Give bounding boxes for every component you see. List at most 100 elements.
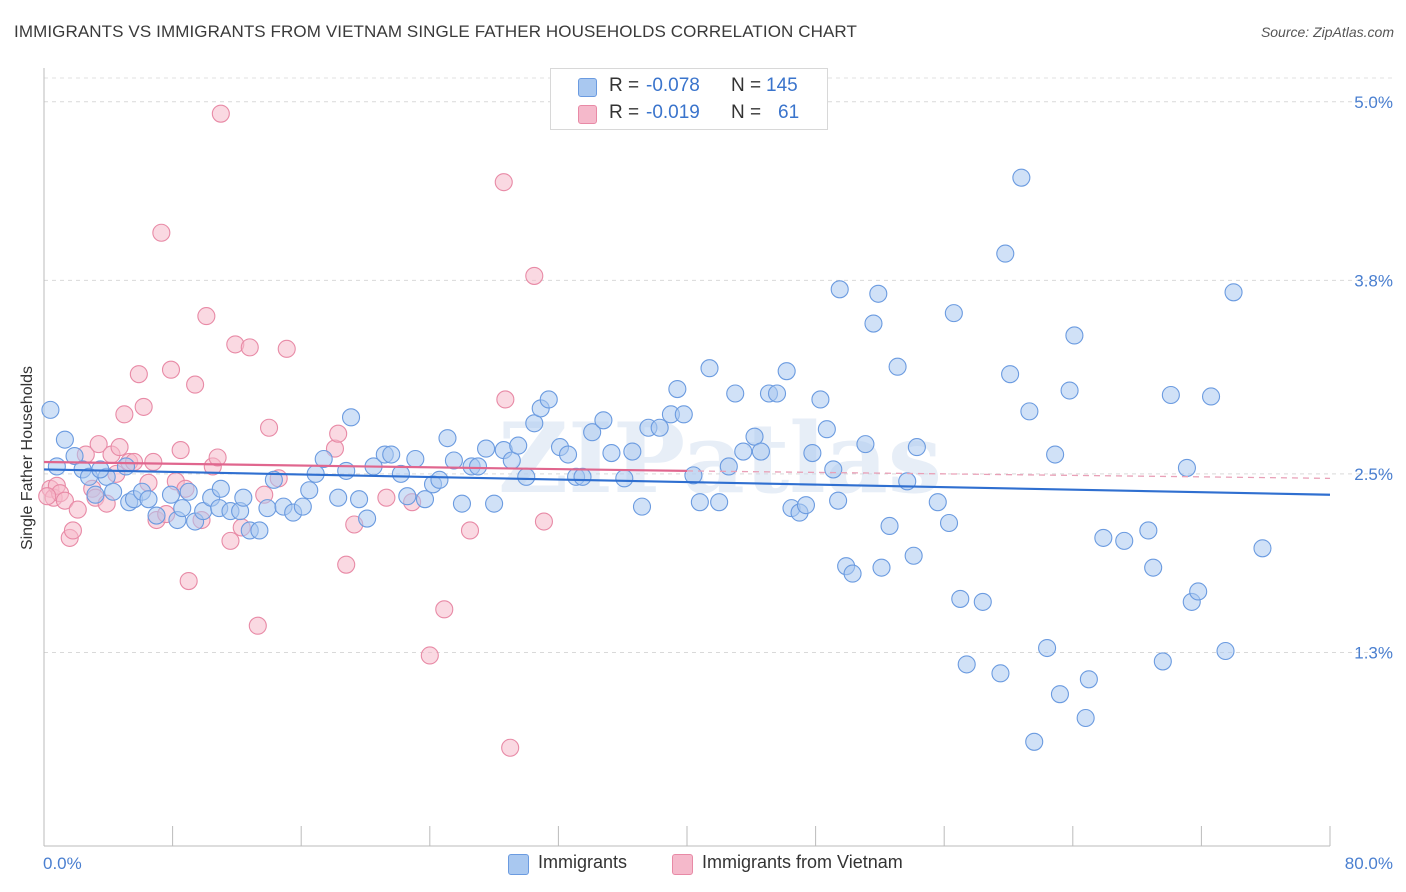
data-point <box>134 397 153 416</box>
data-point <box>991 664 1010 683</box>
r-value: -0.078 <box>646 75 700 96</box>
data-point <box>751 442 770 461</box>
data-point <box>973 592 992 611</box>
data-point <box>65 446 84 466</box>
data-point <box>382 445 401 464</box>
n-value: 145 <box>766 75 798 96</box>
data-point <box>734 442 753 461</box>
data-point <box>1094 528 1113 547</box>
data-point <box>337 461 356 480</box>
data-point <box>824 460 843 479</box>
data-point <box>719 457 738 476</box>
data-point <box>1115 531 1134 550</box>
data-point <box>144 452 163 472</box>
data-point <box>1079 670 1098 689</box>
data-point <box>1153 652 1172 671</box>
data-point <box>337 555 356 574</box>
data-point <box>558 445 578 464</box>
data-point <box>1001 365 1020 384</box>
data-point <box>880 516 899 536</box>
stats-legend-row-immigrants: R = -0.078 N = 145 <box>551 74 827 100</box>
data-point <box>1253 539 1272 558</box>
data-point <box>197 307 216 326</box>
legend-label-vietnam: Immigrants from Vietnam <box>702 852 903 872</box>
data-point <box>583 423 602 442</box>
data-point <box>55 430 74 449</box>
data-point <box>350 490 369 509</box>
data-point <box>211 479 230 498</box>
chart-title: IMMIGRANTS VS IMMIGRANTS FROM VIETNAM SI… <box>14 22 857 41</box>
data-point <box>939 513 959 533</box>
data-point <box>777 362 796 381</box>
data-point <box>208 448 227 467</box>
data-point <box>300 481 319 500</box>
data-point <box>358 509 377 528</box>
axes <box>43 68 1331 847</box>
data-point <box>129 365 148 384</box>
n-value: 61 <box>778 102 800 123</box>
data-point <box>444 451 463 470</box>
y-tick-label: 5.0% <box>1354 93 1393 112</box>
data-point <box>179 572 198 591</box>
data-point <box>415 490 435 509</box>
data-point <box>1050 685 1069 704</box>
stats-legend-row-vietnam: R = -0.019 N = 61 <box>551 101 827 127</box>
trend-lines <box>43 460 1331 496</box>
legend-swatch-vietnam <box>672 854 693 875</box>
data-point <box>277 339 296 358</box>
data-point <box>1020 402 1039 421</box>
data-point <box>104 482 123 501</box>
stats-legend: R = -0.078 N = 145 R = -0.019 N = 61 <box>550 68 828 130</box>
legend-swatch-immigrants <box>508 854 529 875</box>
series-immigrants <box>38 104 553 757</box>
data-point <box>700 359 719 378</box>
data-point <box>856 435 875 454</box>
data-point <box>623 442 642 461</box>
data-point <box>829 491 848 510</box>
trend-line-immigrants <box>43 468 1331 496</box>
data-point <box>650 418 669 437</box>
data-point <box>864 314 883 333</box>
data-point <box>1201 387 1221 406</box>
data-point <box>171 441 190 460</box>
data-point <box>996 244 1015 263</box>
data-point <box>1144 558 1163 577</box>
data-point <box>161 360 181 379</box>
data-point <box>234 488 253 507</box>
r-label: R = <box>609 75 640 96</box>
data-point <box>438 429 457 448</box>
y-tick-label: 3.8% <box>1354 271 1393 290</box>
data-point <box>1139 521 1158 540</box>
data-point <box>594 411 613 430</box>
data-point <box>1161 385 1180 405</box>
data-point <box>494 173 513 192</box>
data-point <box>501 738 520 757</box>
data-point <box>221 531 240 550</box>
data-point <box>944 304 963 323</box>
data-point <box>55 491 74 510</box>
y-tick-label: 2.5% <box>1354 465 1393 484</box>
data-point <box>240 338 259 357</box>
data-point <box>264 470 283 489</box>
data-point <box>68 500 87 519</box>
data-point <box>1038 638 1057 658</box>
data-point <box>89 435 108 454</box>
data-point <box>452 494 472 513</box>
data-point <box>1046 445 1065 464</box>
data-point <box>872 558 891 577</box>
data-point <box>250 521 269 540</box>
data-point <box>173 499 192 518</box>
data-point <box>817 420 836 439</box>
data-point <box>377 488 396 507</box>
trend-line-vietnam <box>43 460 688 473</box>
data-point <box>534 512 553 531</box>
data-point <box>179 482 198 501</box>
data-point <box>391 464 410 483</box>
data-point <box>745 427 764 446</box>
data-point <box>63 521 82 540</box>
data-point <box>811 390 830 409</box>
data-point <box>116 457 136 476</box>
data-point <box>248 616 267 635</box>
data-point <box>726 384 745 403</box>
